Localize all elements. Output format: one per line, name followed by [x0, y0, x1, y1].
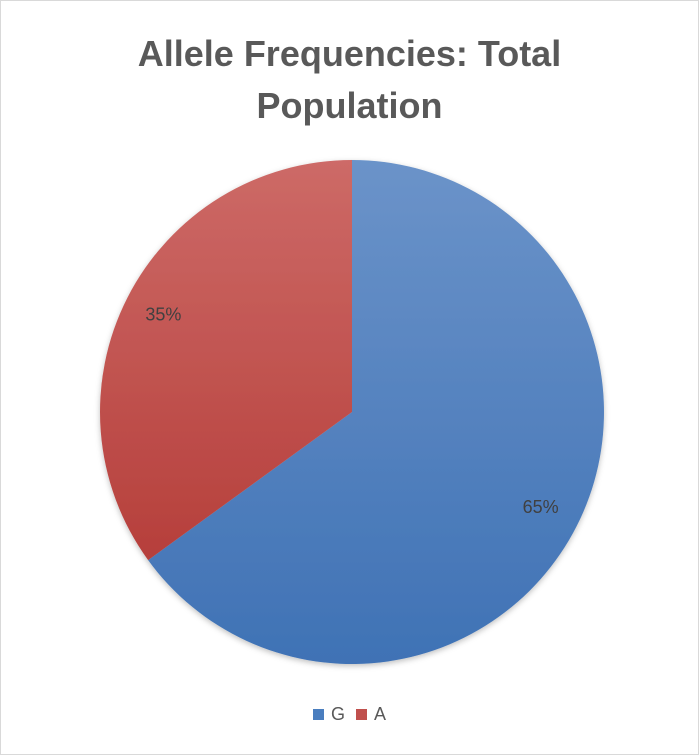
legend: G A [0, 704, 699, 725]
data-label-g: 65% [523, 497, 559, 517]
chart-title-line-1: Allele Frequencies: Total [137, 33, 562, 74]
legend-item-a: A [356, 704, 386, 725]
chart-title: Allele Frequencies: Total Population [0, 28, 699, 132]
legend-label-a: A [374, 704, 387, 724]
pie-slice-a [99, 160, 353, 561]
data-label-a: 35% [145, 305, 181, 325]
chart-title-line-2: Population [256, 85, 443, 126]
legend-label-g: G [330, 704, 345, 724]
pie-slice-g [148, 160, 604, 664]
legend-item-g: G [312, 704, 345, 725]
legend-swatch-g [312, 709, 324, 720]
legend-swatch-a [356, 709, 367, 720]
